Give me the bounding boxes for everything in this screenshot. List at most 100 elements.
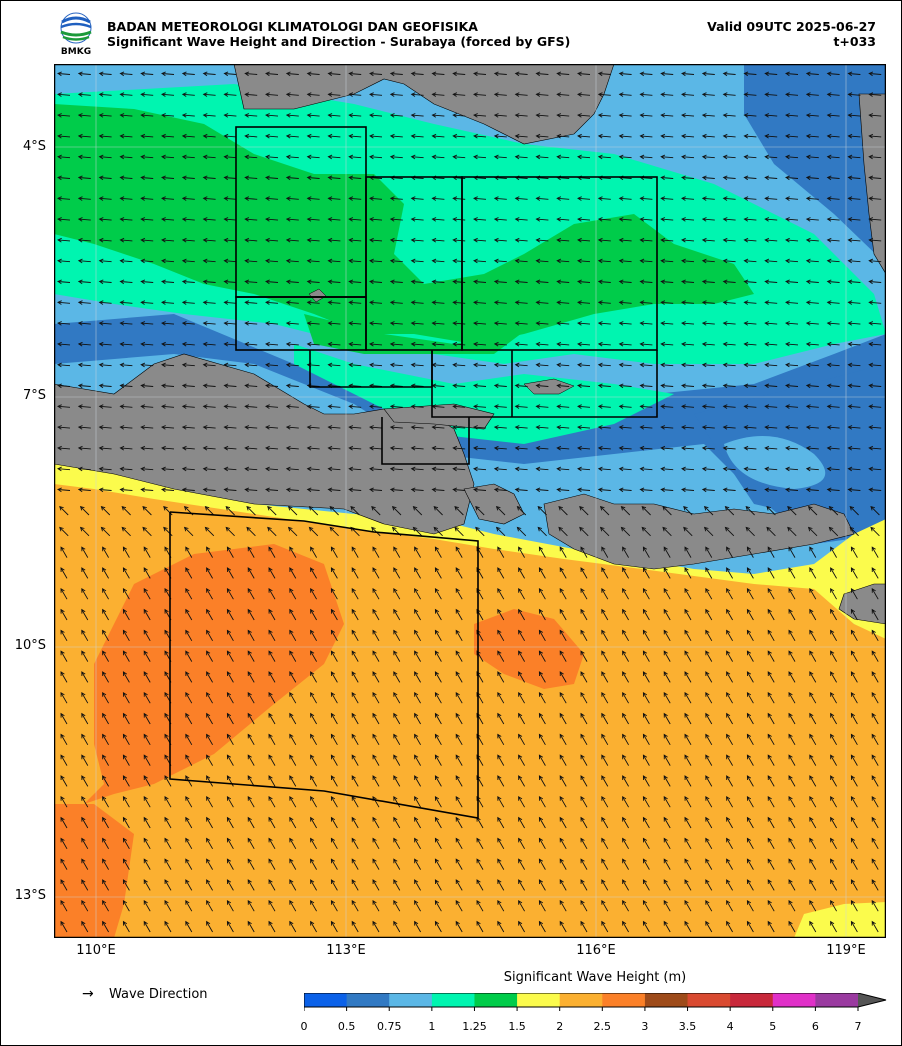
wave-arrow — [202, 279, 216, 285]
wave-arrow — [597, 113, 611, 118]
wave-arrow — [77, 258, 91, 264]
wave-arrow — [122, 650, 130, 662]
wave-arrow — [327, 300, 341, 305]
wave-arrow — [681, 258, 695, 264]
wave-arrow — [327, 279, 341, 285]
wave-arrow — [206, 608, 213, 621]
wave-arrow — [327, 321, 341, 326]
wave-arrow — [788, 671, 796, 683]
wave-arrow — [285, 196, 299, 201]
wave-arrow — [726, 629, 733, 642]
wave-arrow — [77, 404, 91, 409]
wave-arrow — [202, 175, 216, 181]
wave-arrow — [119, 279, 133, 285]
wave-arrow — [622, 754, 629, 766]
wave-arrow — [225, 526, 235, 537]
wave-arrow — [705, 733, 713, 746]
wave-arrow — [226, 671, 234, 683]
wave-arrow — [809, 733, 817, 746]
wave-arrow — [556, 425, 570, 430]
wave-arrow — [285, 300, 299, 305]
wave-arrow — [764, 258, 778, 264]
wave-arrow — [871, 899, 879, 912]
wave-arrow — [122, 629, 130, 642]
wave-arrow — [98, 300, 112, 305]
wave-arrow — [285, 404, 299, 409]
wave-arrow — [102, 567, 109, 579]
wave-arrow — [743, 92, 757, 97]
wave-arrow — [185, 608, 193, 621]
wave-arrow — [351, 795, 359, 808]
wave-arrow — [559, 754, 567, 766]
wave-arrow — [181, 404, 195, 409]
wave-arrow — [369, 92, 383, 97]
wave-arrow — [580, 629, 588, 642]
wave-arrow — [351, 650, 359, 662]
wave-arrow — [206, 775, 213, 787]
wave-arrow — [701, 466, 715, 472]
wave-arrow — [639, 217, 653, 222]
wave-arrow — [206, 650, 213, 662]
wave-arrow — [351, 671, 359, 683]
wave-arrow — [580, 816, 588, 829]
wave-arrow — [743, 466, 757, 472]
wave-arrow — [143, 754, 151, 766]
wave-arrow — [868, 279, 882, 285]
wave-arrow — [743, 133, 757, 139]
graticule — [54, 64, 886, 938]
wave-arrow — [268, 587, 276, 600]
wave-arrow — [722, 425, 736, 430]
wave-arrow — [850, 587, 858, 600]
wave-arrow — [764, 445, 778, 451]
wave-arrow — [410, 154, 424, 160]
wave-arrow — [161, 341, 175, 347]
wave-arrow — [681, 92, 695, 97]
wave-arrow — [493, 425, 507, 430]
wave-arrow — [681, 237, 695, 243]
wave-arrow — [722, 258, 736, 264]
wave-arrow — [767, 858, 775, 870]
wave-arrow — [746, 671, 754, 683]
wave-arrow — [119, 445, 133, 451]
wave-arrow — [60, 587, 68, 600]
wave-arrow — [393, 795, 401, 808]
wave-arrow — [538, 567, 546, 579]
wave-arrow — [454, 526, 464, 537]
wave-arrow — [683, 526, 693, 537]
wave-arrow — [767, 567, 775, 579]
wave-arrow — [826, 133, 840, 139]
wave-arrow — [393, 920, 401, 933]
wave-arrow — [746, 546, 754, 558]
wave-arrow — [285, 487, 299, 493]
wave-arrow — [580, 899, 588, 912]
wave-arrow — [805, 175, 819, 181]
wave-arrow — [868, 154, 882, 160]
wave-arrow — [809, 587, 817, 600]
land-sulawesi — [858, 93, 886, 275]
wave-arrow — [57, 258, 71, 264]
wave-arrow — [393, 858, 401, 870]
wave-arrow — [809, 691, 817, 704]
wave-arrow — [369, 196, 383, 201]
wave-arrow — [577, 133, 591, 139]
wave-arrow — [289, 691, 297, 704]
wave-arrow — [185, 650, 193, 662]
wave-arrow — [452, 383, 466, 389]
wave-arrow — [372, 775, 380, 787]
wave-arrow — [247, 546, 255, 558]
wave-arrow — [497, 650, 505, 662]
wave-arrow — [310, 754, 317, 766]
wave-arrow — [98, 133, 112, 139]
wave-arrow — [618, 92, 632, 97]
wave-arrow — [348, 279, 362, 285]
wave-arrow — [122, 920, 130, 933]
wave-arrow — [556, 71, 570, 77]
wave-arrow — [726, 671, 733, 683]
wave-arrow — [414, 650, 421, 662]
wave-arrow — [98, 217, 112, 222]
wave-arrow — [310, 567, 317, 579]
wave-arrow — [535, 404, 549, 409]
wave-arrow — [660, 362, 674, 368]
wave-arrow — [265, 71, 279, 77]
wave-arrow — [60, 899, 68, 912]
